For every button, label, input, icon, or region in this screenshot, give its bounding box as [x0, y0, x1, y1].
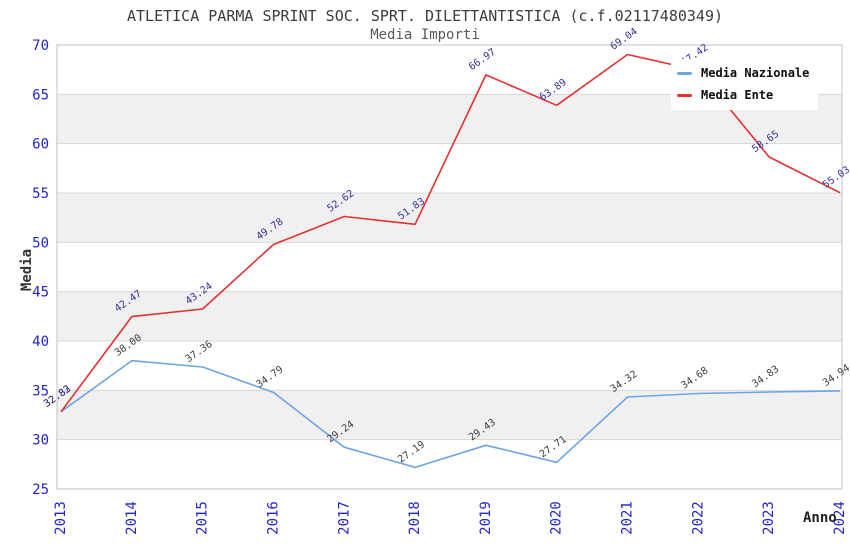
- plot-band: [57, 390, 842, 440]
- media-nazionale-line-swatch: [677, 71, 692, 75]
- y-tick-label: 60: [32, 137, 49, 153]
- media-ente-point-label: 69.04: [609, 26, 640, 52]
- media-nazionale-point-label: 37.36: [184, 339, 215, 365]
- x-tick-label: 2014: [124, 501, 140, 535]
- x-tick-label: 2020: [549, 501, 565, 535]
- x-tick-label: 2021: [620, 501, 636, 535]
- plot-band: [57, 291, 842, 341]
- legend: Media Nazionale Media Ente: [671, 59, 818, 110]
- x-tick-label: 2016: [265, 501, 281, 535]
- media-ente-point-label: 55.03: [821, 165, 850, 191]
- y-tick-label: 45: [32, 285, 49, 301]
- x-tick-label: 2015: [195, 501, 211, 535]
- media-nazionale-point-label: 34.79: [255, 364, 286, 390]
- legend-item-media-ente: Media Ente: [677, 88, 818, 102]
- legend-label-media-nazionale: Media Nazionale: [701, 66, 810, 80]
- plot-band: [57, 193, 842, 243]
- x-tick-label: 2018: [407, 501, 423, 535]
- y-tick-label: 70: [32, 38, 49, 54]
- y-tick-label: 65: [32, 87, 49, 103]
- chart-title: ATLETICA PARMA SPRINT SOC. SPRT. DILETTA…: [126, 7, 724, 25]
- x-tick-label: 2013: [53, 501, 69, 535]
- media-nazionale-point-label: 34.68: [679, 365, 710, 391]
- media-ente-point-label: 66.97: [467, 47, 498, 73]
- legend-item-media-nazionale: Media Nazionale: [677, 66, 818, 80]
- y-tick-label: 55: [32, 186, 49, 202]
- y-tick-label: 25: [32, 482, 49, 498]
- legend-label-media-ente: Media Ente: [701, 88, 774, 102]
- media-nazionale-line: [60, 359, 841, 469]
- media-ente-line-swatch: [677, 93, 692, 97]
- media-nazionale-point-label: 27.19: [396, 439, 427, 465]
- y-tick-label: 30: [32, 433, 49, 449]
- x-tick-label: 2022: [690, 501, 706, 535]
- plot-border: [56, 44, 843, 490]
- y-tick-label: 40: [32, 334, 49, 350]
- x-tick-label: 2024: [832, 501, 848, 535]
- x-axis-label: Anno: [803, 510, 837, 526]
- y-tick-label: 35: [32, 383, 49, 399]
- x-tick-label: 2017: [336, 501, 352, 535]
- x-tick-label: 2019: [478, 501, 494, 535]
- chart-subtitle: Media Importi: [370, 27, 480, 43]
- media-nazionale-point-label: 34.83: [750, 364, 781, 390]
- y-tick-label: 50: [32, 235, 49, 251]
- x-tick-label: 2023: [761, 501, 777, 535]
- media-nazionale-point-label: 34.94: [821, 363, 850, 389]
